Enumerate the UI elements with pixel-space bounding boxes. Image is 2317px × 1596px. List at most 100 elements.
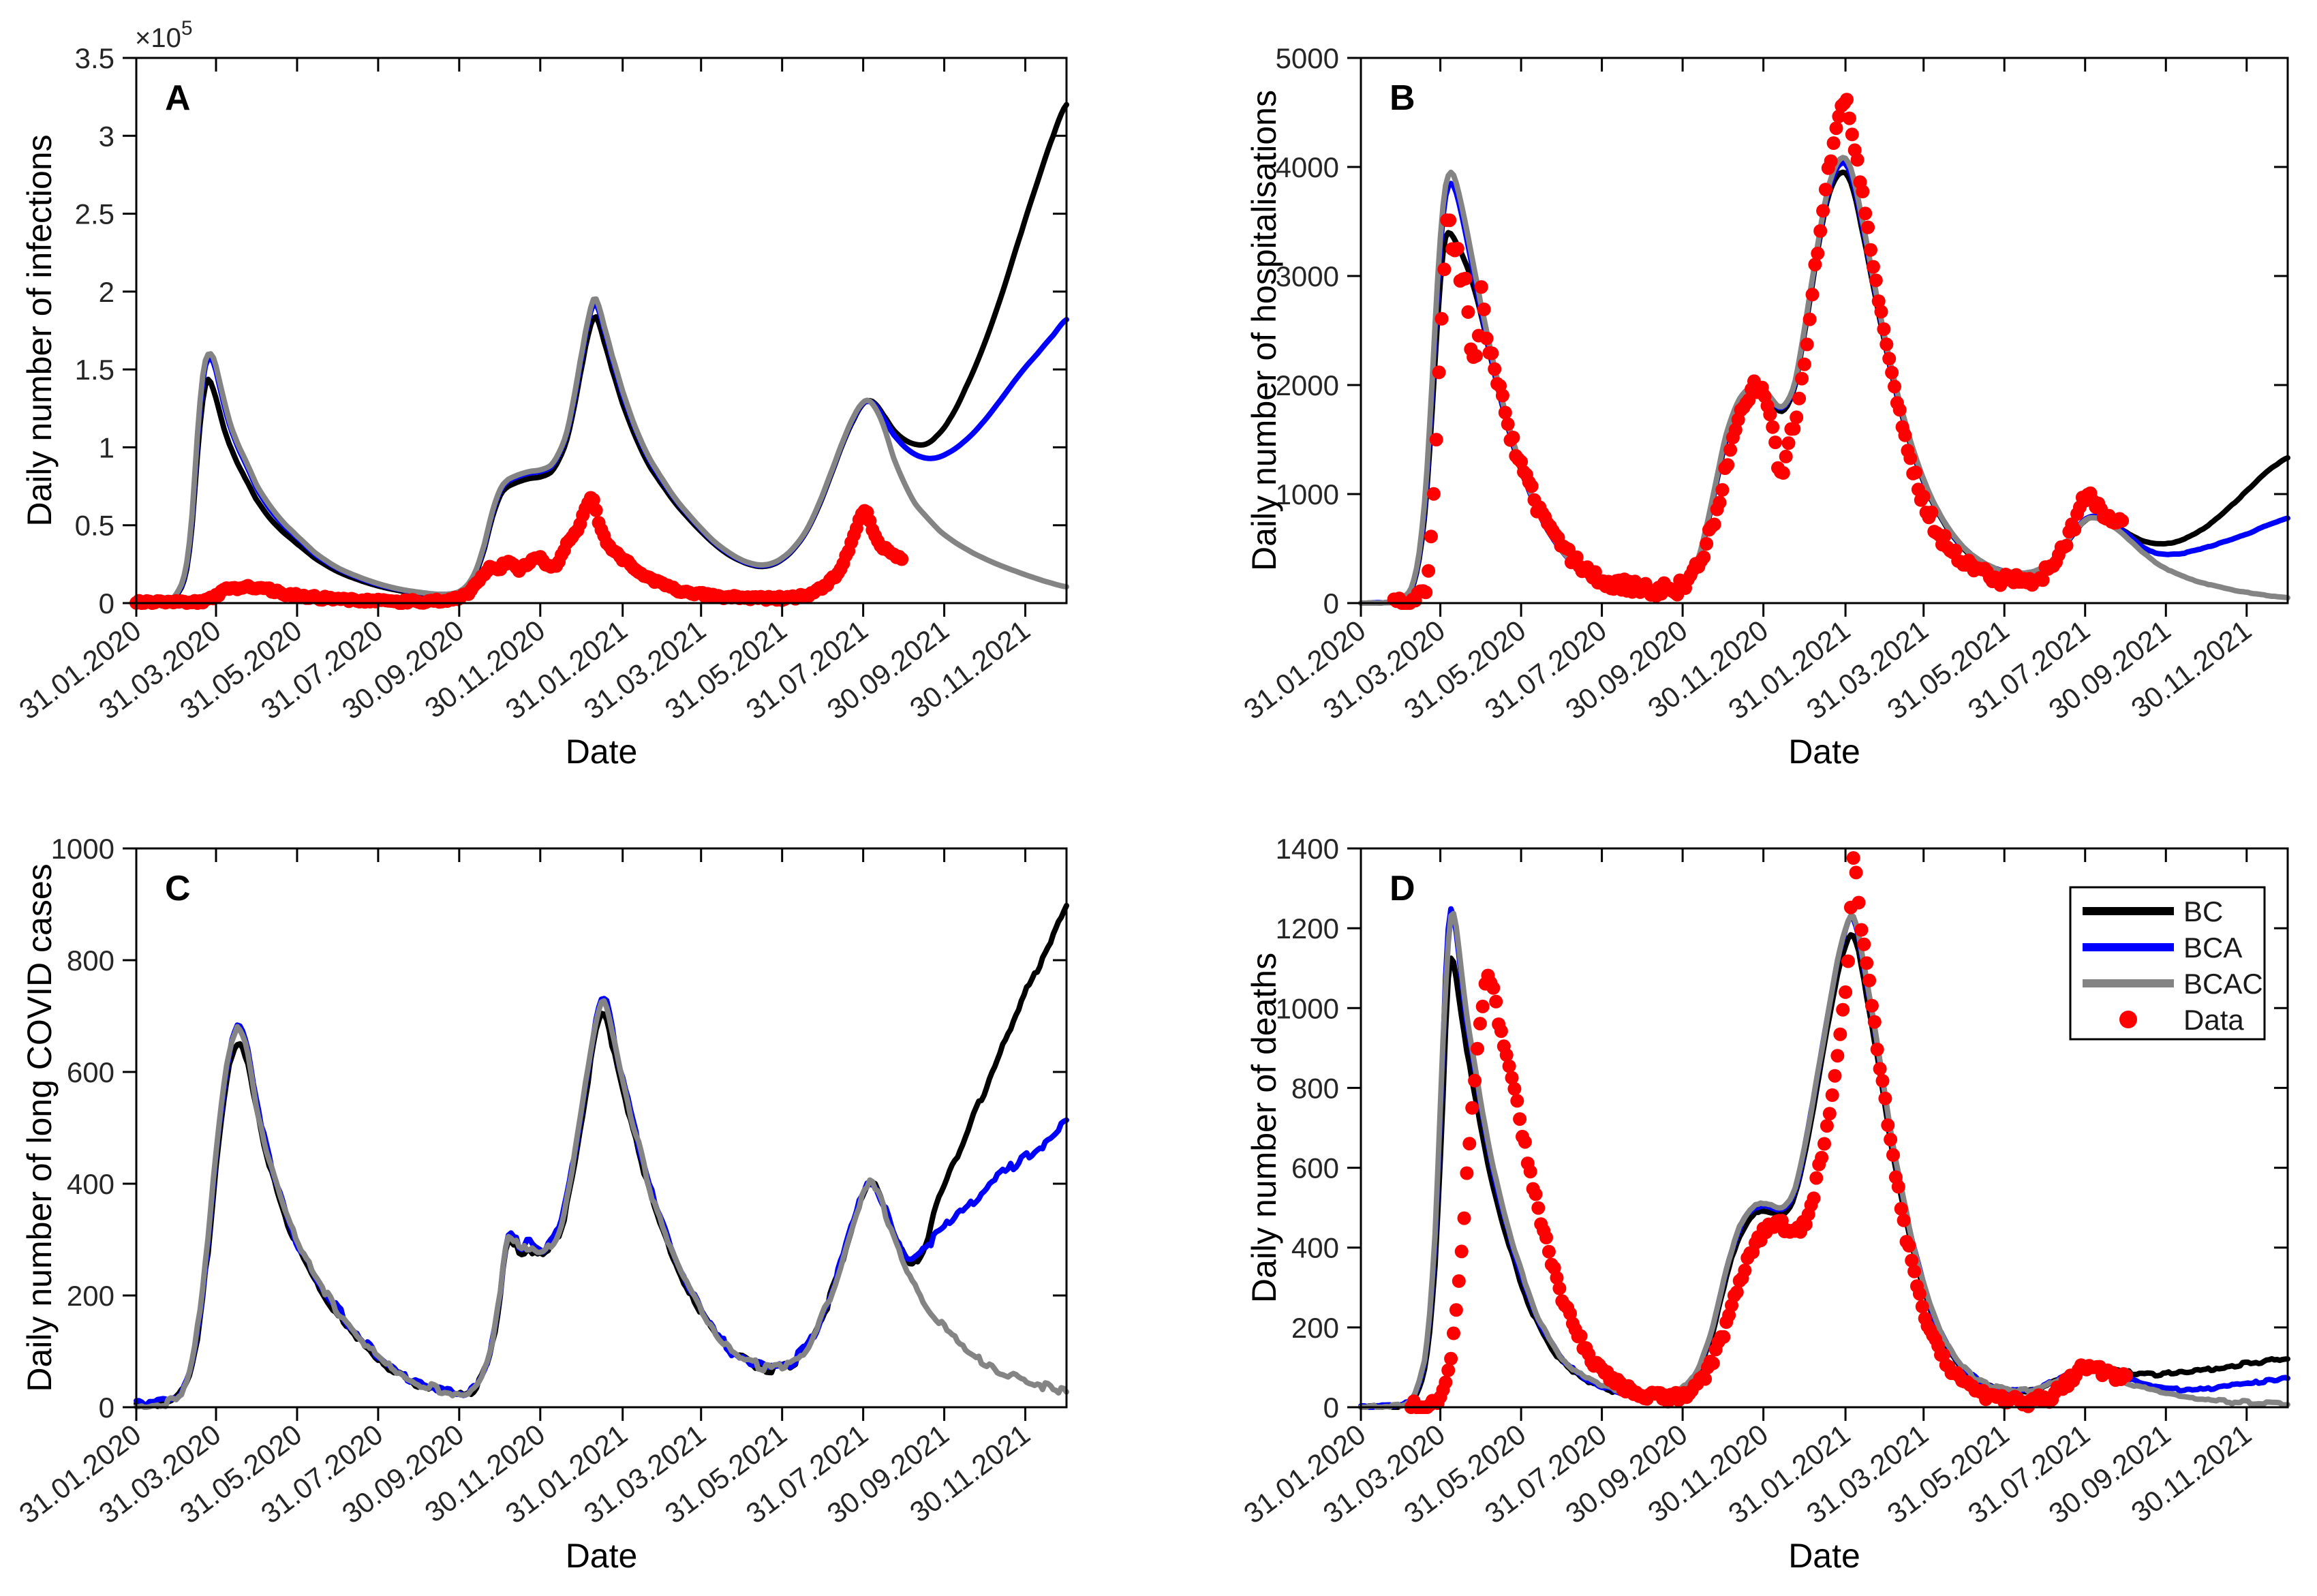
data-point <box>1816 204 1830 218</box>
data-point <box>1884 1133 1898 1147</box>
data-point <box>1830 1049 1845 1063</box>
y-tick-label: 600 <box>1291 1152 1339 1184</box>
data-point <box>1800 337 1814 352</box>
data-point <box>1817 1137 1831 1151</box>
y-tick-label: 2000 <box>1276 369 1339 401</box>
data-point <box>1588 565 1602 579</box>
y-tick-label: 1000 <box>1276 478 1339 510</box>
data-point <box>1779 449 1793 463</box>
panel-A-series-BCA-line <box>134 301 1069 606</box>
data-point <box>1903 451 1918 465</box>
data-point <box>895 552 909 566</box>
panel-C-series-BC-line <box>134 902 1069 1409</box>
data-point <box>1721 458 1735 472</box>
data-point <box>1434 311 1449 326</box>
data-point <box>1886 1148 1900 1162</box>
y-tick-label: 1000 <box>1276 992 1339 1024</box>
data-point <box>1723 443 1738 457</box>
data-point <box>1498 405 1512 420</box>
y-tick-label: 3.5 <box>75 42 114 74</box>
data-point <box>1856 185 1870 198</box>
data-point <box>1450 241 1464 256</box>
data-point <box>1507 1081 1522 1096</box>
data-point <box>1462 1137 1477 1151</box>
data-point <box>1885 365 1899 380</box>
panel-A-data-points <box>129 491 909 610</box>
data-point <box>1790 410 1804 425</box>
data-point <box>1824 154 1838 168</box>
data-point <box>1839 985 1853 999</box>
data-point <box>1875 1074 1890 1088</box>
data-point <box>1811 246 1825 260</box>
y-tick-label: 5000 <box>1276 42 1339 74</box>
legend-label-BCA: BCA <box>2183 932 2242 964</box>
data-point <box>1818 183 1832 197</box>
data-point <box>1697 550 1711 564</box>
panel-C-axes-box <box>135 847 1068 1409</box>
data-point <box>1738 1263 1752 1278</box>
data-point <box>2036 573 2050 587</box>
data-point <box>1454 1244 1469 1259</box>
data-point <box>1862 973 1877 987</box>
data-point <box>1728 423 1743 437</box>
data-point <box>1894 1201 1908 1216</box>
data-point <box>1877 322 1891 336</box>
y-tick-label: 400 <box>1291 1232 1339 1264</box>
data-point <box>1802 312 1817 326</box>
data-point <box>1700 537 1714 551</box>
data-point <box>1422 564 1436 578</box>
y-tick-label: 0.5 <box>75 510 114 542</box>
data-point <box>1907 1264 1922 1278</box>
data-point <box>2115 514 2130 528</box>
data-point <box>1465 1101 1479 1115</box>
data-point <box>1792 391 1807 405</box>
data-point <box>1912 1287 1927 1301</box>
data-point <box>1798 1217 1813 1231</box>
panel-A-axes-box <box>135 57 1068 604</box>
data-point <box>1805 288 1820 302</box>
y-tick-label: 3 <box>99 120 114 152</box>
data-point <box>1948 543 1963 557</box>
panel-letter-B: B <box>1390 78 1415 118</box>
x-axis-title: Date <box>566 1537 638 1575</box>
data-point <box>1443 213 1457 228</box>
data-point <box>1808 258 1822 272</box>
data-point <box>1865 998 1879 1013</box>
panel-B-y-axis: 0 1000 2000 3000 4000 5000 Daily number of hos… <box>1245 42 2288 619</box>
data-point <box>1475 999 1490 1013</box>
data-point <box>1469 349 1483 363</box>
data-point <box>1485 346 1499 360</box>
data-point <box>1776 466 1790 480</box>
y-axis-exponent-label: ×105 <box>135 17 193 53</box>
y-tick-label: 1400 <box>1276 833 1339 865</box>
data-point <box>1529 1187 1543 1201</box>
data-point <box>1471 1041 1484 1056</box>
legend-label-BC: BC <box>2183 895 2223 927</box>
data-point <box>1888 380 1901 394</box>
panel-D-axes-box <box>1360 847 2289 1409</box>
y-axis-title: Daily number of hospitalisations <box>1245 90 1283 571</box>
data-point <box>1870 1043 1884 1056</box>
panel-letter-A: A <box>165 78 191 118</box>
data-point <box>1864 243 1877 257</box>
y-tick-label: 600 <box>67 1056 114 1088</box>
panel-D-data-points <box>1404 851 2133 1414</box>
data-point <box>1822 1107 1837 1121</box>
y-tick-label: 200 <box>67 1280 114 1312</box>
data-point <box>1473 1017 1487 1031</box>
data-point <box>1869 273 1883 288</box>
data-point <box>1426 487 1441 501</box>
data-point <box>1502 1059 1516 1073</box>
data-point <box>2068 523 2082 537</box>
data-point <box>1439 1375 1453 1390</box>
y-tick-label: 3000 <box>1276 260 1339 292</box>
data-point <box>1842 111 1856 125</box>
data-point <box>1909 465 1923 480</box>
y-tick-label: 1200 <box>1276 912 1339 945</box>
data-point <box>1501 417 1515 431</box>
data-point <box>1820 1119 1834 1133</box>
data-point <box>1874 305 1888 319</box>
data-point <box>1860 956 1874 970</box>
data-point <box>1937 529 1952 543</box>
